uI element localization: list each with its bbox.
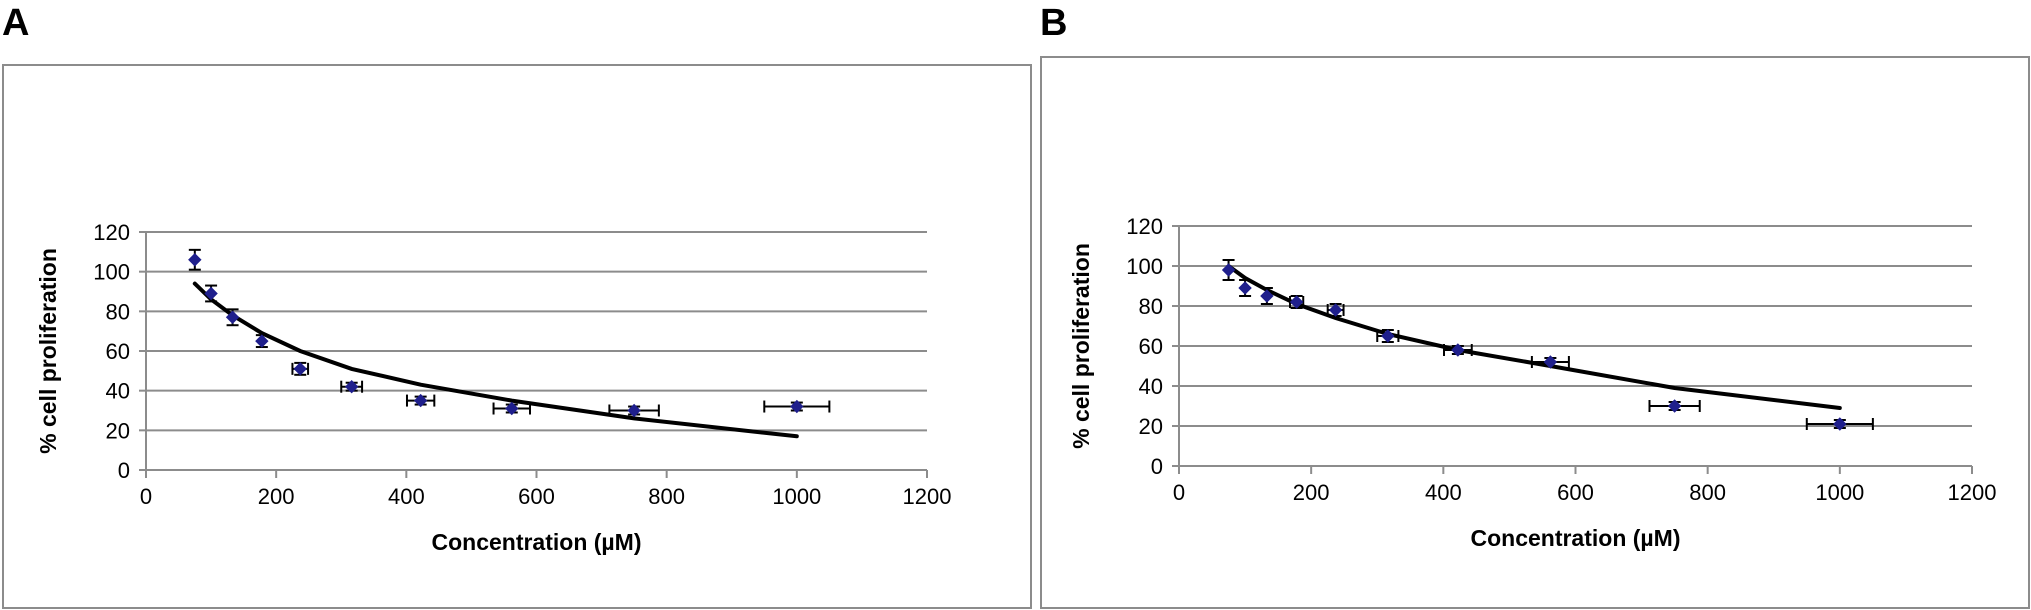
data-point <box>225 310 240 324</box>
data-point <box>1667 399 1682 413</box>
data-point <box>1238 281 1252 295</box>
x-tick-label: 800 <box>1689 480 1726 505</box>
chart-a-frame <box>2 64 1032 609</box>
data-point <box>1221 263 1236 277</box>
data-point <box>1260 289 1274 303</box>
data-point <box>1381 329 1395 343</box>
y-tick-label: 60 <box>106 339 130 364</box>
x-tick-label: 1200 <box>903 484 952 509</box>
y-tick-label: 40 <box>106 379 130 404</box>
data-point <box>1451 343 1465 357</box>
y-tick-label: 0 <box>118 458 130 483</box>
x-tick-label: 200 <box>258 484 295 509</box>
x-tick-label: 400 <box>1425 480 1462 505</box>
x-tick-label: 400 <box>388 484 425 509</box>
y-tick-label: 40 <box>1139 374 1163 399</box>
data-point <box>1289 295 1304 309</box>
x-tick-label: 0 <box>140 484 152 509</box>
y-tick-label: 100 <box>1126 254 1163 279</box>
data-point <box>1543 355 1558 369</box>
x-tick-label: 1000 <box>772 484 821 509</box>
y-tick-label: 100 <box>93 260 130 285</box>
x-tick-label: 0 <box>1173 480 1185 505</box>
panel-a-label: A <box>2 2 30 44</box>
x-tick-label: 600 <box>1557 480 1594 505</box>
x-tick-label: 200 <box>1293 480 1330 505</box>
data-point <box>627 403 641 418</box>
data-point <box>344 379 359 394</box>
y-tick-label: 20 <box>1139 414 1163 439</box>
y-tick-label: 120 <box>93 220 130 245</box>
y-tick-label: 80 <box>106 299 130 324</box>
x-tick-label: 600 <box>518 484 555 509</box>
y-tick-label: 0 <box>1151 454 1163 479</box>
y-tick-label: 20 <box>106 418 130 443</box>
y-axis-label: % cell proliferation <box>1068 243 1094 449</box>
data-point <box>255 334 269 348</box>
x-axis-label: Concentration (µM) <box>1470 525 1680 551</box>
y-tick-label: 60 <box>1139 334 1163 359</box>
y-tick-label: 80 <box>1139 294 1163 319</box>
data-point <box>413 393 428 408</box>
panel-b-label: B <box>1040 2 1068 44</box>
data-point <box>204 286 218 301</box>
data-point <box>293 362 307 376</box>
trendline <box>192 281 799 439</box>
data-point <box>790 399 804 414</box>
x-tick-label: 1000 <box>1815 480 1864 505</box>
data-point <box>1833 417 1847 431</box>
x-tick-label: 1200 <box>1948 480 1997 505</box>
x-tick-label: 800 <box>648 484 685 509</box>
y-axis-label: % cell proliferation <box>35 248 61 454</box>
y-tick-label: 120 <box>1126 214 1163 239</box>
trendline <box>1226 264 1842 410</box>
data-point <box>505 401 519 416</box>
chart-b-frame <box>1040 56 2030 609</box>
data-point <box>1328 303 1343 317</box>
data-point <box>188 253 202 267</box>
x-axis-label: Concentration (µM) <box>431 529 641 555</box>
